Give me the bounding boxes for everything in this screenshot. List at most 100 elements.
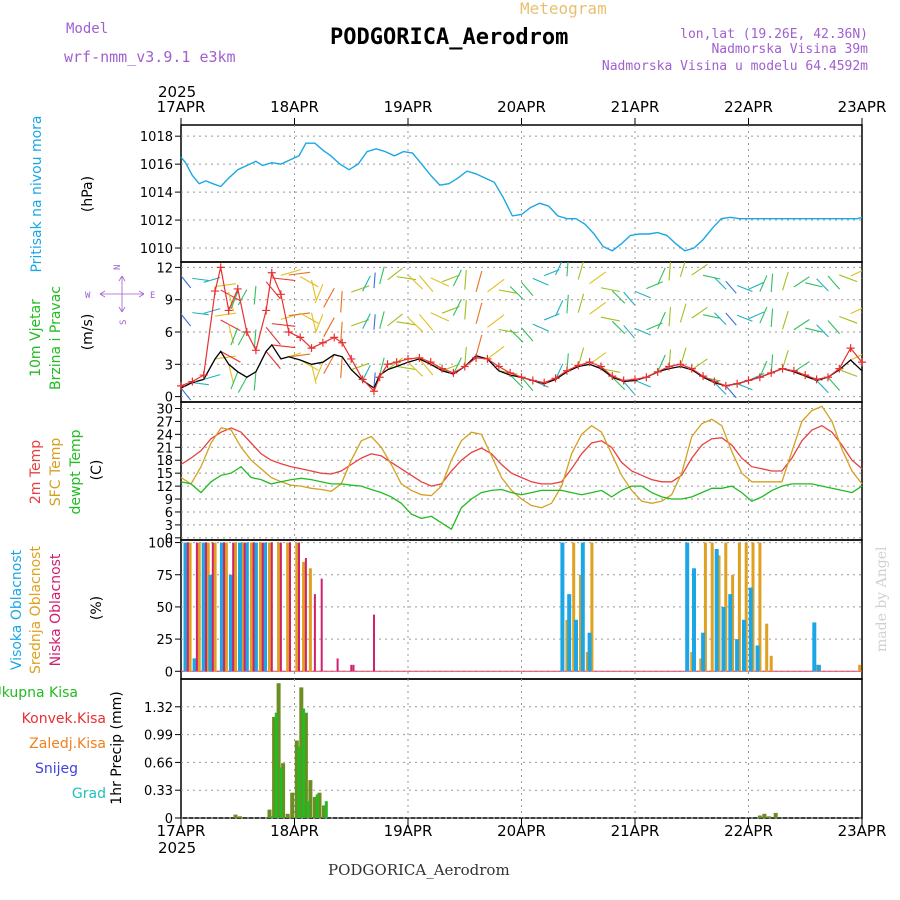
precip-total-bar bbox=[281, 763, 286, 818]
gust-marker bbox=[687, 364, 696, 373]
cloud-mid-bar bbox=[744, 542, 748, 672]
cloud-high-bar bbox=[244, 542, 249, 672]
cloud-mid-bar bbox=[724, 542, 728, 672]
wind-arrow bbox=[237, 289, 248, 306]
wind-arrow bbox=[373, 372, 376, 389]
gust-marker bbox=[177, 381, 185, 390]
wind-arrow bbox=[839, 369, 858, 377]
day-label-top: 23APR bbox=[838, 98, 887, 116]
compass-w: W bbox=[85, 291, 91, 301]
gust-marker bbox=[438, 364, 447, 373]
plot-panels: 1010 1012 1014 1016 1018 Pritisak na nivou mo… bbox=[0, 98, 886, 840]
gust-marker bbox=[242, 328, 251, 336]
cloud-high-bar bbox=[721, 606, 726, 672]
gust-marker bbox=[199, 371, 208, 380]
cloud-mid-bar bbox=[703, 542, 707, 672]
cloud-high-bar bbox=[816, 664, 821, 672]
gust-marker bbox=[778, 364, 787, 373]
precip-total-bar bbox=[773, 812, 778, 818]
cloud-mid-bar bbox=[815, 664, 819, 672]
wind-arrow bbox=[214, 312, 236, 317]
cloud-mid-bar bbox=[572, 542, 576, 672]
wind-arrow bbox=[827, 376, 841, 391]
wind-arrow bbox=[623, 291, 636, 306]
wind-arrow bbox=[418, 313, 434, 331]
wind-arrow bbox=[237, 376, 248, 393]
precip-total-bar bbox=[757, 815, 762, 818]
cloud-low-bar bbox=[336, 658, 339, 672]
day-label-bottom: 19APR bbox=[384, 822, 433, 840]
wind-arrow bbox=[623, 325, 636, 339]
cloud-low-bar bbox=[223, 542, 226, 672]
gust-marker bbox=[472, 353, 481, 362]
y-tick-label: 21 bbox=[156, 441, 173, 456]
y-tick-label: 27 bbox=[156, 415, 173, 430]
wind-arrow bbox=[203, 276, 221, 283]
gust-marker bbox=[307, 344, 316, 353]
gust-marker bbox=[284, 328, 293, 336]
wind-arrow bbox=[839, 274, 858, 283]
wind-arrow bbox=[589, 271, 607, 285]
wind-arrow bbox=[691, 306, 708, 319]
day-label-bottom: 20APR bbox=[497, 822, 546, 840]
y-tick-label: 30 bbox=[156, 402, 173, 417]
wind-arrow bbox=[657, 267, 666, 285]
gust-marker bbox=[653, 367, 662, 376]
wind-arrow bbox=[181, 387, 192, 401]
wind-arrow bbox=[634, 379, 651, 388]
gust-marker bbox=[233, 284, 242, 293]
cloud-mid-bar bbox=[268, 542, 271, 672]
wind-arrow bbox=[323, 287, 335, 308]
wind-arrow bbox=[396, 321, 417, 326]
gust-marker bbox=[494, 362, 503, 371]
wind-arrow bbox=[464, 270, 467, 290]
wind-arrow bbox=[265, 351, 281, 369]
wind-arrow bbox=[203, 374, 221, 380]
cloud-mid-bar bbox=[758, 542, 762, 672]
cloud-high-bar bbox=[685, 542, 690, 672]
cloud-high-bar bbox=[748, 587, 753, 672]
wind-arrow bbox=[691, 358, 708, 371]
wind-arrows bbox=[181, 262, 862, 401]
wind-arrow bbox=[736, 383, 753, 391]
precip-total-bar bbox=[276, 683, 281, 818]
wind-arrow bbox=[253, 371, 257, 391]
wind-arrow bbox=[387, 357, 403, 371]
cloud-mid-bar bbox=[197, 542, 201, 672]
wind-arrow bbox=[736, 314, 753, 322]
precip-total-bar bbox=[272, 716, 277, 818]
sfc-temp-line bbox=[180, 405, 863, 509]
gust-marker bbox=[330, 333, 339, 342]
wind-arrow bbox=[770, 308, 774, 327]
day-label-bottom: 18APR bbox=[270, 822, 319, 840]
day-label-top: 17APR bbox=[157, 98, 206, 116]
wind-arrow bbox=[521, 376, 534, 391]
wind-arrow bbox=[214, 355, 236, 360]
cloud-mid-bar bbox=[295, 542, 299, 672]
wind-arrow bbox=[192, 277, 209, 282]
day-label-bottom: 17APR bbox=[157, 822, 206, 840]
gust-marker bbox=[767, 368, 776, 377]
wind-arrow bbox=[271, 323, 296, 327]
wind-arrow bbox=[634, 328, 651, 336]
gust-marker bbox=[562, 366, 571, 375]
wind-arrow bbox=[475, 334, 483, 356]
y-tick-label: 9 bbox=[165, 294, 173, 309]
gust-marker bbox=[858, 358, 866, 367]
watermark: made by Angel bbox=[874, 546, 890, 652]
gust-marker bbox=[755, 373, 764, 382]
wind-arrow bbox=[452, 299, 462, 316]
y-tick-label: 25 bbox=[156, 633, 173, 648]
wind-arrow bbox=[509, 286, 524, 300]
wind-arrow bbox=[850, 307, 862, 315]
wind-arrow bbox=[850, 270, 862, 277]
gust-marker bbox=[188, 377, 197, 386]
gust-marker bbox=[608, 372, 617, 381]
wind-arrow bbox=[759, 360, 768, 378]
precip-convective-bar bbox=[279, 767, 283, 818]
gust-marker bbox=[585, 358, 594, 367]
precip-total-bar bbox=[290, 792, 295, 818]
wind-arrow bbox=[600, 316, 620, 322]
model-elevation-label: Nadmorska Visina u modelu 64.4592m bbox=[602, 59, 868, 74]
cloud-high-bar bbox=[701, 632, 706, 672]
